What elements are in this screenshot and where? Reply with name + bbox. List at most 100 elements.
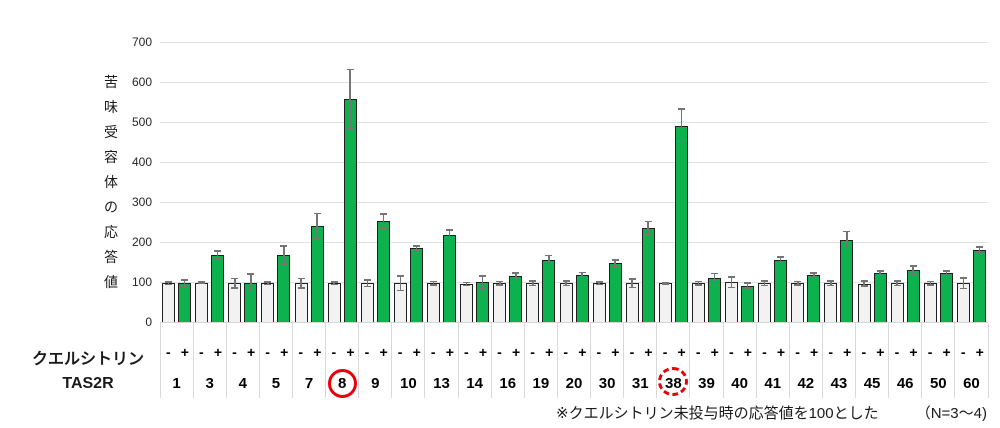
error-bar-cap xyxy=(710,280,718,283)
error-bar-cap xyxy=(827,284,835,287)
bar-tas2r7-minus xyxy=(294,283,308,322)
tas2r-number-label: 19 xyxy=(532,375,550,392)
error-bar-cap xyxy=(562,280,570,282)
error-bar-cap xyxy=(677,108,685,110)
plot-area xyxy=(160,42,988,323)
category-divider xyxy=(689,323,691,398)
bar-tas2r19-plus xyxy=(542,259,556,322)
error-bar xyxy=(929,280,932,286)
error-bar-cap xyxy=(794,280,802,283)
category-divider xyxy=(987,323,989,398)
error-bar-cap xyxy=(860,280,868,282)
error-bar-cap xyxy=(297,277,305,280)
y-tick-label: 600 xyxy=(131,75,152,89)
error-bar xyxy=(879,270,881,276)
treatment-symbols-cell: - + xyxy=(690,342,723,362)
error-bar-cap xyxy=(761,284,769,287)
y-tick-label: 200 xyxy=(131,235,152,249)
tas2r-number-label: 39 xyxy=(698,375,715,392)
error-bar-cap xyxy=(198,282,206,285)
bar-tas2r8-plus xyxy=(343,99,357,322)
error-bar xyxy=(565,280,567,287)
error-bar xyxy=(912,265,914,275)
bar-tas2r30-plus xyxy=(608,263,622,322)
treatment-minus-label: - xyxy=(762,344,767,360)
error-bar xyxy=(797,280,799,286)
error-bar-cap xyxy=(578,271,586,274)
error-bar xyxy=(432,280,435,286)
y-tick-label: 100 xyxy=(131,275,152,289)
error-bar-cap xyxy=(430,280,438,283)
y-axis-title: 苦味受容体の応答値 xyxy=(104,74,118,290)
treatment-plus-label: + xyxy=(743,344,752,360)
category-divider xyxy=(159,323,161,398)
treatment-minus-label: - xyxy=(232,344,237,360)
error-bar xyxy=(647,220,649,236)
treatment-symbols-cell: - + xyxy=(557,342,590,362)
bar-tas2r3-plus xyxy=(211,254,225,322)
error-bar-cap xyxy=(363,285,371,288)
category-divider xyxy=(656,323,658,398)
error-bar-cap xyxy=(430,284,438,286)
treatment-plus-label: + xyxy=(213,344,223,360)
bar-tas2r40-plus xyxy=(741,285,755,322)
treatment-symbols-cell: - + xyxy=(922,342,955,362)
error-bar-cap xyxy=(975,251,983,254)
error-bar-cap xyxy=(463,281,471,284)
bar-tas2r14-minus xyxy=(460,284,474,322)
treatment-symbols-cell: - + xyxy=(756,342,789,362)
treatment-minus-label: - xyxy=(795,344,800,360)
error-bar-cap xyxy=(247,273,255,275)
error-bar-cap xyxy=(893,284,901,287)
error-bar-cap xyxy=(810,275,818,278)
treatment-symbols-cell: - + xyxy=(591,342,624,362)
error-bar-cap xyxy=(214,258,222,260)
bar-tas2r45-plus xyxy=(873,273,887,322)
error-bar-cap xyxy=(926,284,934,286)
treatment-plus-label: + xyxy=(246,344,256,360)
error-bar-cap xyxy=(346,128,354,130)
error-bar-cap xyxy=(893,280,901,282)
treatment-plus-label: + xyxy=(909,344,918,360)
footnote-text: ※クエルシトリン未投与時の応答値を100とした xyxy=(556,405,879,422)
treatment-minus-label: - xyxy=(861,344,867,360)
error-bar-cap xyxy=(777,262,785,264)
gridline xyxy=(160,242,988,243)
treatment-minus-label: - xyxy=(199,344,204,360)
error-bar-cap xyxy=(661,283,669,285)
bar-tas2r38-plus xyxy=(674,126,688,322)
error-bar-cap xyxy=(231,287,239,289)
error-bar xyxy=(713,272,716,283)
category-divider xyxy=(623,323,625,398)
bar-tas2r31-minus xyxy=(625,283,639,322)
treatment-plus-label: + xyxy=(478,344,488,360)
category-divider xyxy=(258,323,260,398)
category-divider xyxy=(490,323,492,398)
treatment-minus-label: - xyxy=(828,344,833,360)
error-bar xyxy=(499,280,501,286)
error-bar-cap xyxy=(512,278,520,281)
bar-tas2r60-plus xyxy=(972,249,986,322)
treatment-minus-label: - xyxy=(927,344,933,360)
category-divider xyxy=(855,323,857,398)
tas2r-number-label: 42 xyxy=(797,375,815,392)
error-bar-cap xyxy=(446,229,454,231)
treatment-plus-label: + xyxy=(313,344,322,360)
error-bar xyxy=(962,277,965,290)
error-bar-cap xyxy=(529,280,537,282)
tas2r-number-label: 31 xyxy=(631,375,649,392)
treatment-plus-label: + xyxy=(545,344,554,360)
error-bar-cap xyxy=(595,283,603,286)
treatment-symbols-cell: - + xyxy=(259,342,292,362)
x-axis-line xyxy=(160,322,988,323)
error-bar xyxy=(200,281,203,285)
treatment-plus-label: + xyxy=(677,344,686,360)
gridline xyxy=(160,122,988,123)
error-bar-cap xyxy=(231,277,239,280)
treatment-plus-label: + xyxy=(280,344,289,360)
tas2r-number-label: 16 xyxy=(499,375,517,392)
error-bar-cap xyxy=(728,276,736,278)
error-bar xyxy=(581,271,583,278)
tas2r-number-label: 50 xyxy=(929,375,947,392)
